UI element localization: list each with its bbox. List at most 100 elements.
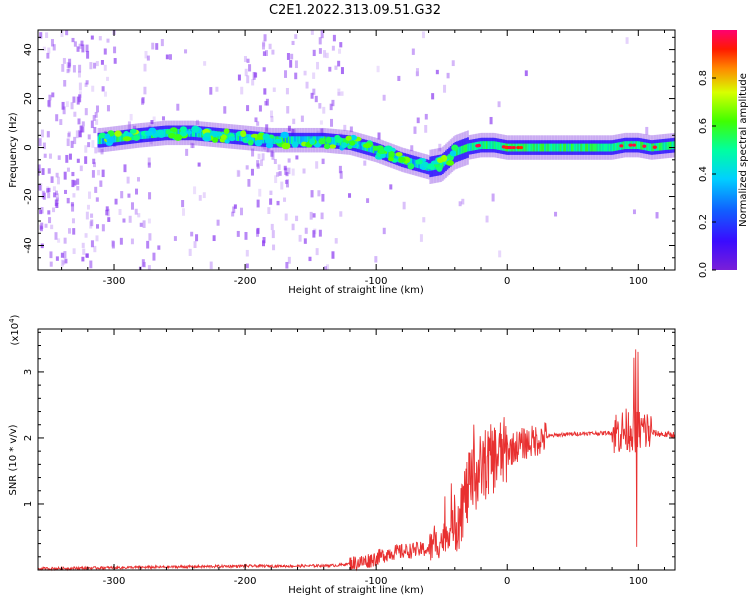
ridge-core-cell bbox=[119, 133, 122, 142]
noise-cell bbox=[312, 49, 316, 57]
noise-cell bbox=[135, 188, 139, 195]
ridge-blob bbox=[281, 142, 291, 150]
noise-cell bbox=[62, 57, 66, 64]
ridge-blob bbox=[380, 153, 386, 159]
noise-cell bbox=[197, 162, 201, 167]
noise-cell bbox=[147, 218, 151, 224]
noise-cell bbox=[165, 54, 169, 60]
ridge-core-cell bbox=[262, 135, 265, 144]
noise-cell bbox=[130, 238, 134, 245]
noise-cell bbox=[271, 49, 275, 55]
ridge-core-cell bbox=[575, 143, 578, 152]
noise-cell bbox=[273, 158, 277, 165]
noise-cell bbox=[87, 142, 91, 148]
ridge-core-cell bbox=[534, 143, 537, 152]
noise-cell bbox=[317, 190, 321, 197]
noise-cell bbox=[113, 46, 117, 54]
ridge-core-cell bbox=[616, 142, 619, 151]
ridge-core-cell bbox=[114, 134, 117, 143]
ridge-core-cell bbox=[566, 143, 568, 152]
noise-cell bbox=[59, 119, 63, 125]
ridge-core-cell bbox=[496, 141, 499, 150]
noise-cell bbox=[298, 234, 302, 242]
noise-cell bbox=[67, 133, 71, 138]
noise-cell bbox=[269, 198, 273, 205]
x-tick-label: -200 bbox=[234, 576, 257, 587]
ridge-blob bbox=[395, 152, 403, 157]
noise-cell bbox=[338, 48, 342, 54]
noise-cell bbox=[107, 217, 111, 222]
ridge-core-cell bbox=[638, 141, 641, 150]
ridge-core-cell bbox=[283, 136, 285, 145]
noise-cell bbox=[261, 42, 265, 50]
ridge-blob bbox=[203, 132, 212, 137]
ridge-core-cell bbox=[415, 159, 418, 168]
noise-cell bbox=[71, 37, 75, 43]
noise-cell bbox=[38, 164, 41, 171]
ridge-core-cell bbox=[294, 136, 296, 145]
noise-cell bbox=[87, 134, 91, 140]
ridge-blob bbox=[254, 139, 263, 147]
ridge-core-cell bbox=[360, 141, 362, 150]
noise-cell bbox=[382, 94, 386, 101]
noise-cell bbox=[193, 186, 197, 195]
noise-cell bbox=[286, 53, 290, 60]
noise-cell bbox=[84, 233, 88, 238]
ridge-core-cell bbox=[465, 144, 468, 153]
ridge-blob bbox=[144, 130, 154, 136]
noise-cell bbox=[209, 87, 213, 95]
noise-cell bbox=[195, 234, 199, 242]
ridge-core-cell bbox=[636, 141, 639, 150]
noise-cell bbox=[72, 248, 76, 254]
ridge-core-cell bbox=[583, 143, 586, 152]
ridge-core-cell bbox=[599, 143, 602, 152]
ridge-core-cell bbox=[635, 141, 638, 150]
noise-cell bbox=[71, 203, 75, 212]
noise-cell bbox=[78, 131, 82, 138]
ridge-hot-dot bbox=[511, 145, 516, 150]
noise-cell bbox=[458, 201, 462, 207]
noise-cell bbox=[81, 256, 85, 262]
noise-cell bbox=[47, 168, 51, 174]
noise-cell bbox=[42, 142, 46, 150]
noise-cell bbox=[233, 204, 237, 209]
ridge-blob bbox=[180, 126, 187, 132]
ridge-core-cell bbox=[558, 143, 561, 152]
ridge-core-cell bbox=[533, 143, 535, 152]
noise-cell bbox=[181, 200, 185, 208]
noise-cell bbox=[237, 170, 241, 177]
noise-cell bbox=[498, 250, 502, 258]
spectrogram-y-ticks: -40 -20 0 20 40 bbox=[23, 36, 675, 271]
noise-cell bbox=[122, 218, 126, 223]
noise-cell bbox=[262, 67, 266, 72]
noise-cell bbox=[80, 40, 84, 47]
ridge-core-cell bbox=[539, 143, 542, 152]
noise-cell bbox=[312, 72, 316, 79]
noise-cell bbox=[66, 167, 70, 172]
noise-cell bbox=[141, 259, 145, 267]
ridge-core-cell bbox=[552, 143, 554, 152]
noise-cell bbox=[146, 240, 150, 249]
noise-cell bbox=[72, 228, 76, 235]
noise-cell bbox=[212, 235, 216, 242]
noise-cell bbox=[184, 49, 188, 54]
noise-cell bbox=[284, 167, 288, 175]
noise-cell bbox=[90, 213, 94, 218]
ridge-core-cell bbox=[301, 136, 304, 145]
ridge-core-cell bbox=[530, 143, 532, 152]
noise-cell bbox=[424, 113, 428, 120]
noise-cell bbox=[142, 261, 146, 268]
noise-cell bbox=[79, 125, 83, 133]
x-tick-label: -300 bbox=[103, 276, 126, 287]
noise-cell bbox=[244, 231, 248, 240]
noise-cell bbox=[78, 43, 82, 49]
colorbar-tick-label: 0.4 bbox=[698, 166, 709, 182]
noise-cell bbox=[82, 248, 86, 255]
ridge-core-cell bbox=[671, 141, 674, 150]
ridge-blob bbox=[422, 162, 428, 169]
ridge-core-cell bbox=[550, 143, 553, 152]
noise-cell bbox=[215, 86, 219, 92]
noise-cell bbox=[310, 30, 314, 35]
noise-cell bbox=[413, 126, 417, 134]
noise-cell bbox=[123, 164, 127, 173]
